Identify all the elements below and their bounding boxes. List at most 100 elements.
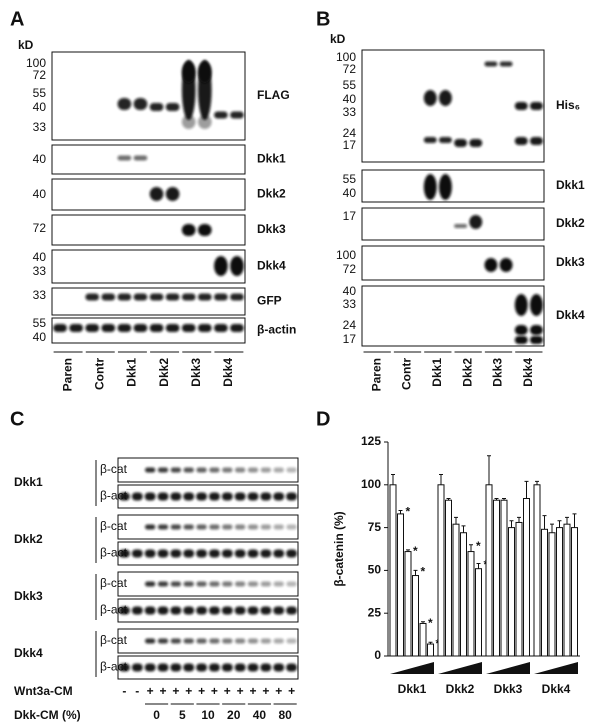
- band: [149, 293, 164, 301]
- band: [170, 467, 181, 473]
- band: [247, 663, 259, 672]
- band: [197, 61, 212, 83]
- band: [196, 467, 207, 473]
- band: [157, 606, 169, 615]
- blot: [51, 51, 246, 141]
- marker-label: 17: [343, 138, 357, 152]
- band: [222, 581, 233, 587]
- blot: [51, 317, 246, 344]
- sign: +: [198, 684, 205, 698]
- dose-label: 5: [179, 708, 186, 722]
- dose-label: 10: [201, 708, 215, 722]
- band: [221, 606, 233, 615]
- band: [170, 581, 181, 587]
- band: [131, 492, 143, 501]
- bar: [437, 484, 445, 657]
- row-label: Dkk3: [14, 589, 43, 603]
- lane-label: Dkk1: [125, 358, 139, 387]
- y-tick-label: 0: [374, 648, 381, 662]
- band: [234, 492, 246, 501]
- band: [221, 663, 233, 672]
- band: [181, 224, 196, 236]
- band: [117, 293, 132, 301]
- band: [529, 294, 543, 316]
- band: [170, 606, 182, 615]
- band: [118, 606, 130, 615]
- blot: [51, 249, 246, 284]
- blot: [51, 287, 246, 316]
- band: [181, 115, 196, 129]
- error-bar: [469, 544, 473, 552]
- sign: -: [135, 684, 139, 698]
- band: [235, 638, 246, 644]
- asterisk: *: [413, 544, 418, 558]
- band: [183, 524, 194, 530]
- band: [196, 492, 208, 501]
- marker-label: 24: [343, 126, 357, 140]
- band: [181, 293, 196, 301]
- bar: [508, 527, 515, 657]
- band: [183, 549, 195, 558]
- blot-label: β-actin: [257, 323, 296, 337]
- blot: [117, 484, 299, 509]
- sign: +: [159, 684, 166, 698]
- marker-label: 72: [343, 62, 357, 76]
- lane-label: Dkk3: [491, 358, 505, 387]
- marker-label: 40: [33, 250, 47, 264]
- sign: +: [172, 684, 179, 698]
- marker-label: 100: [336, 248, 356, 262]
- marker-label: 72: [33, 68, 47, 82]
- sign: +: [185, 684, 192, 698]
- marker-label: 40: [33, 100, 47, 114]
- band: [529, 102, 543, 110]
- band: [469, 215, 483, 229]
- band: [118, 549, 130, 558]
- lane-label: Dkk2: [157, 358, 171, 387]
- bar: [419, 622, 427, 657]
- band: [234, 549, 246, 558]
- marker-label: 40: [33, 330, 47, 344]
- band: [260, 638, 271, 644]
- marker-label: 33: [33, 264, 47, 278]
- sign: +: [237, 684, 244, 698]
- band: [170, 638, 181, 644]
- y-tick-label: 25: [368, 605, 382, 619]
- error-bar: [502, 497, 506, 501]
- marker-label: 55: [33, 316, 47, 330]
- error-bar: [572, 513, 577, 528]
- dose-label: 80: [278, 708, 292, 722]
- band: [230, 324, 244, 332]
- lane-label: Contr: [400, 358, 414, 390]
- band: [235, 581, 246, 587]
- bar: [533, 484, 541, 657]
- blot: [51, 144, 246, 175]
- wedge: [486, 662, 530, 674]
- bar: [523, 497, 530, 657]
- bar: [556, 527, 563, 657]
- band: [499, 61, 513, 67]
- bar: [412, 575, 419, 657]
- band: [196, 549, 208, 558]
- marker-label: 40: [33, 152, 47, 166]
- band: [197, 324, 212, 332]
- group-label: Dkk2: [446, 682, 475, 696]
- marker-label: 100: [26, 56, 46, 70]
- band: [144, 549, 156, 558]
- band: [209, 638, 220, 644]
- blot-label: His₆: [556, 98, 580, 112]
- band: [221, 549, 233, 558]
- band: [286, 524, 297, 530]
- panel-label: A: [10, 8, 24, 30]
- wedge: [390, 662, 434, 674]
- band: [529, 325, 543, 335]
- error-bar: [428, 641, 433, 645]
- dose-label: 20: [227, 708, 241, 722]
- marker-label: 40: [343, 284, 357, 298]
- panel-label: B: [316, 8, 330, 30]
- dose-label: 40: [253, 708, 267, 722]
- sign: +: [224, 684, 231, 698]
- band: [454, 224, 468, 228]
- group-label: Dkk4: [542, 682, 571, 696]
- bar: [427, 643, 434, 657]
- sign: +: [262, 684, 269, 698]
